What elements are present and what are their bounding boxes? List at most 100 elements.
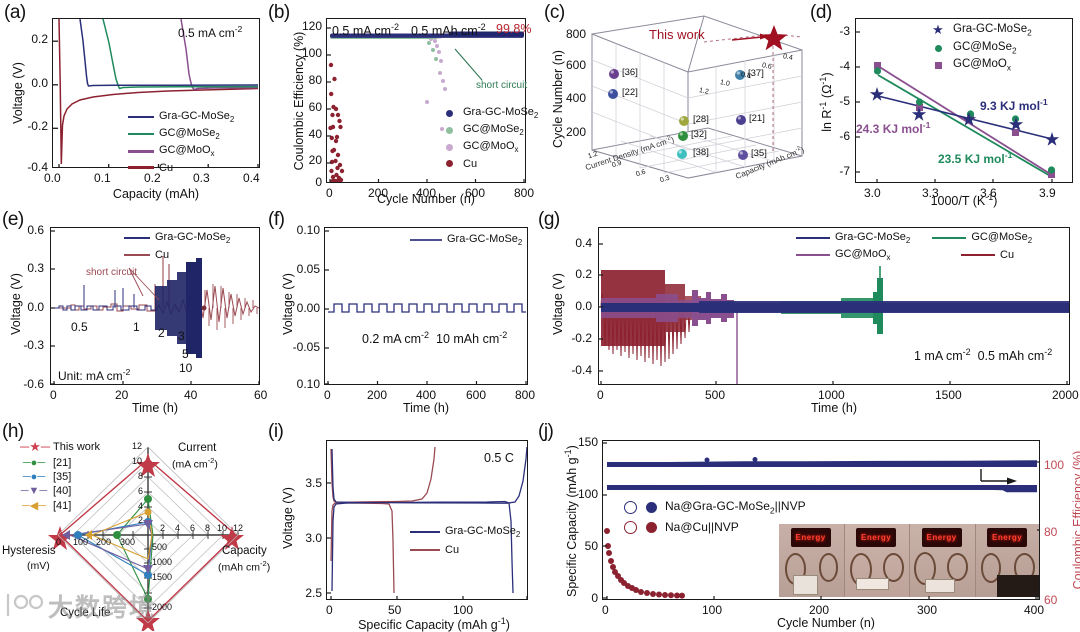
legend-swatch <box>932 236 967 240</box>
panel-h-axis-title-cycle-life: Cycle Life <box>60 607 111 619</box>
legend-item-ref-40: ─▼─ [40] <box>20 485 100 497</box>
panel-c-ref-22: [22] <box>622 87 638 98</box>
legend-label: Na@Gra-GC-MoSe2||NVP <box>665 499 806 516</box>
open-circle-icon <box>624 520 637 534</box>
legend-item-gra-gc-mose2: Gra-GC-MoSe2 <box>124 231 230 245</box>
panel-j-xtick-4: 400 <box>1024 603 1045 617</box>
legend-label: Cu <box>445 544 460 557</box>
panel-e-y-axis-title: Voltage (V) <box>9 273 23 335</box>
panel-e-ytick-0: 0.6 <box>27 223 44 237</box>
legend-item-gc-moox: GC@MoOx <box>796 248 939 262</box>
panel-f-label: (f) <box>268 209 285 230</box>
inset-frame-2: Energy <box>844 524 910 597</box>
panel-b: (b) <box>268 0 538 208</box>
panel-h-tick-right-8: 8 <box>205 523 211 533</box>
panel-c-ztick-800: 800 <box>565 27 586 41</box>
panel-d-ytick-2: -5 <box>839 94 850 108</box>
panel-j-ytick-3: 0 <box>591 591 598 605</box>
legend-swatch <box>961 254 995 257</box>
wire-loop-right <box>883 553 904 582</box>
legend-label: GC@MoOx <box>835 248 891 263</box>
panel-f-xtick-3: 600 <box>466 388 487 402</box>
legend-swatch <box>796 254 830 257</box>
panel-h-axis-unit-hysteresis: (mV) <box>27 560 50 572</box>
legend-label: GC@MoSe2 <box>971 231 1033 246</box>
legend-item-cu: Cu <box>410 544 520 556</box>
panel-d-ytick-4: -7 <box>839 164 850 178</box>
panel-a-curves <box>58 19 259 165</box>
panel-d-ea-blue: 9.3 KJ mol-1 <box>980 97 1048 113</box>
legend-item-cu: Cu <box>961 248 1014 262</box>
legend-item-na-cu-nvp: Na@Cu||NVP <box>624 520 806 534</box>
led-text: Energy <box>992 533 1023 543</box>
panel-j-y2-axis-title: Coulombic Efficiency (%) <box>1071 450 1080 590</box>
wire-loop <box>980 553 1002 584</box>
panel-c-ref-28: [28] <box>693 114 709 125</box>
panel-i-ytick-0: 3.5 <box>305 476 322 490</box>
legend-label: Gra-GC-MoSe2 <box>445 525 521 540</box>
panel-b-current-annotation: 0.5 mA cm-2 <box>332 22 400 39</box>
legend-item-gc-moox: GC@MoOx <box>128 144 234 159</box>
legend-item-gra-gc-mose2: Gra-GC-MoSe2 <box>128 110 234 124</box>
panel-f-ytick-2: 0.00 <box>296 301 320 315</box>
panel-d: (d) <box>808 0 1080 208</box>
legend-label: GC@MoOx <box>953 58 1011 73</box>
panel-b-ytick-4: 40 <box>308 127 322 141</box>
legend-swatch <box>446 160 453 168</box>
panel-d-xtick-0: 3.0 <box>864 186 881 200</box>
panel-h-tick-right-12: 12 <box>233 523 244 533</box>
legend-item-ref-41: ─◀─ [41] <box>20 499 100 513</box>
panel-g-x-axis-title: Time (h) <box>810 401 858 415</box>
panel-e-legend: Gra-GC-MoSe2 Cu <box>124 231 230 261</box>
panel-i-xtick-2: 100 <box>453 603 474 617</box>
led-display: Energy <box>921 528 962 548</box>
panel-a-xtick-4: 0.4 <box>243 171 260 185</box>
panel-f-legend: Gra-GC-MoSe2 <box>410 233 522 247</box>
panel-h-tick-right-6: 6 <box>190 523 196 533</box>
panel-f-xtick-1: 200 <box>367 388 388 402</box>
legend-swatch <box>128 133 154 136</box>
triangle-down-icon: ─▼─ <box>20 485 48 497</box>
panel-h-axis-unit-capacity: (mAh cm-2) <box>218 559 271 574</box>
filled-circle-icon <box>646 501 657 513</box>
legend-label: Na@Cu||NVP <box>665 520 739 535</box>
star-icon: ★ <box>932 22 944 37</box>
legend-item-gra-gc-mose2: Gra-GC-MoSe2 <box>446 106 538 120</box>
panel-c-ztick-200: 200 <box>565 125 586 139</box>
panel-b-legend: Gra-GC-MoSe2 GC@MoSe2 GC@MoOx Cu <box>446 106 538 170</box>
panel-c-this-work-label: This work <box>649 27 705 42</box>
panel-h: (h) <box>0 415 271 632</box>
legend-label: Cu <box>159 161 174 174</box>
legend-label: [40] <box>53 485 72 497</box>
panel-a-ytick-1: 0.0 <box>31 76 48 90</box>
legend-item-ref-35: ─●─ [35] <box>20 471 100 483</box>
panel-j-cycling-curves <box>603 442 1039 599</box>
panel-j-y-axis-title: Specific Capacity (mAh g-1) <box>562 445 580 597</box>
panel-b-ytick-2: 80 <box>308 73 322 87</box>
panel-i-ytick-2: 2.5 <box>305 586 322 600</box>
panel-g-xtick-3: 1500 <box>935 388 962 402</box>
led-text: Energy <box>861 533 892 543</box>
panel-h-tick-left-0: 0 <box>56 537 62 547</box>
legend-item-gc-moox: GC@MoOx <box>446 140 538 155</box>
panel-g-plot-area <box>598 227 1070 385</box>
legend-label: Cu <box>155 249 170 262</box>
legend-label: Gra-GC-MoSe2 <box>835 231 911 246</box>
panel-e-ytick-4: -0.6 <box>23 377 44 391</box>
legend-item-gra-gc-mose2: Gra-GC-MoSe2 <box>796 231 910 245</box>
legend-label: [21] <box>53 457 72 469</box>
panel-h-radar <box>48 446 244 631</box>
panel-d-x-axis-title: 1000/T (K-1) <box>930 192 998 209</box>
panel-a-plot-area <box>52 18 260 168</box>
panel-h-tick-bottom-1000: 1000 <box>152 557 173 567</box>
panel-f-x-axis-title: Time (h) <box>402 401 450 415</box>
panel-d-legend: ★ Gra-GC-MoSe2 GC@MoSe2 GC@MoOx <box>928 22 1032 73</box>
panel-e-short-circuit-annotation: short circuit <box>86 267 138 278</box>
panel-e-voltage-trace <box>51 230 259 384</box>
legend-swatch <box>410 238 442 242</box>
panel-h-tick-top-6: 6 <box>138 486 144 496</box>
panel-b-short-circuit-annotation: short circuit <box>476 80 528 91</box>
panel-h-label: (h) <box>2 421 24 442</box>
legend-label: [41] <box>53 499 72 512</box>
panel-j: (j) Energy Energy Energ <box>536 415 1080 632</box>
